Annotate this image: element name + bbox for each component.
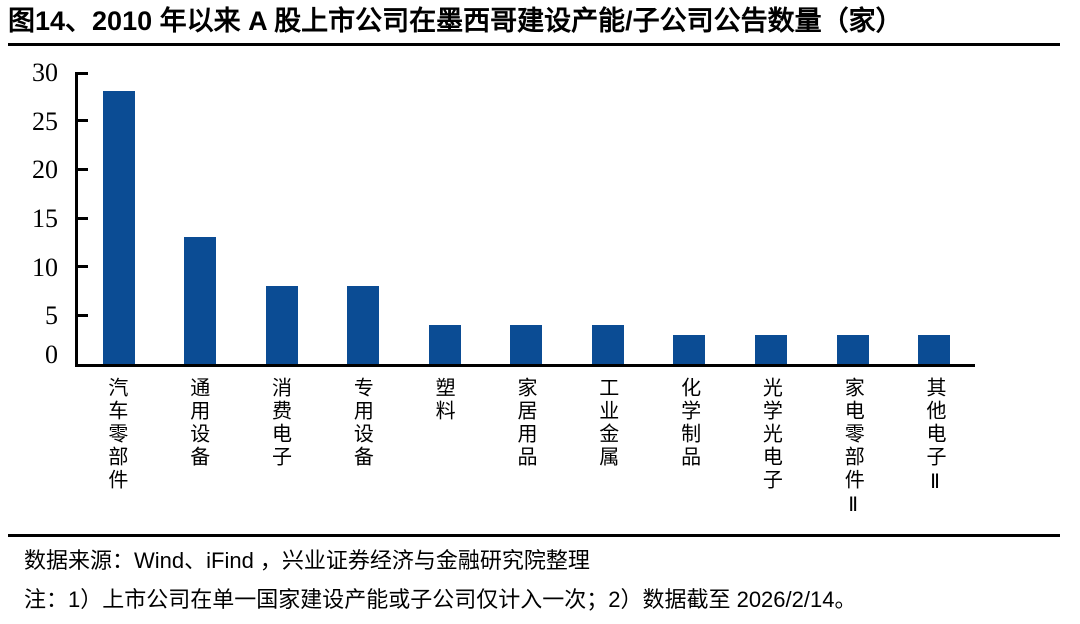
y-tick-label: 15 [32,204,58,233]
bar [510,325,543,364]
bar [836,334,869,364]
footer-divider [8,534,1060,537]
chart-title: 图14、2010 年以来 A 股上市公司在墨西哥建设产能/子公司公告数量（家） [8,6,903,36]
x-label-cell: 塑料 [402,377,484,527]
x-category-label: 通用设备 [186,377,209,469]
x-label-cell: 汽车零部件 [75,377,157,527]
x-category-label: 化学制品 [677,377,700,469]
bar [591,325,624,364]
x-category-label: 其他电子Ⅱ [923,377,946,496]
title-divider [8,43,1060,46]
y-tick-label: 30 [32,58,58,87]
footnote-text: 注：1）上市公司在单一国家建设产能或子公司仅计入一次；2）数据截至 2026/2… [24,587,857,612]
x-category-label: 消费电子 [268,377,291,469]
bar [755,334,788,364]
bar [918,334,951,364]
y-tick-label: 10 [32,252,58,282]
x-label-cell: 家电零部件Ⅱ [811,377,893,527]
bar-chart-plot-area [75,72,975,367]
x-label-cell: 光学光电子 [730,377,812,527]
x-label-cell: 消费电子 [239,377,321,527]
y-tick-label: 20 [32,155,58,185]
y-tick-label: 0 [45,340,58,369]
x-label-cell: 专用设备 [320,377,402,527]
data-source-text: 数据来源：Wind、iFind ，兴业证券经济与金融研究院整理 [24,548,590,573]
x-label-cell: 其他电子Ⅱ [893,377,975,527]
bar [102,91,135,364]
x-label-cell: 通用设备 [157,377,239,527]
bar [347,286,380,364]
bar [184,237,217,364]
bars [78,72,975,364]
x-axis-labels: 汽车零部件 通用设备 消费电子 专用设备 塑料 家居用品 工业金属 化学制品 光学光电子 家电零部… [75,377,975,527]
x-category-label: 专用设备 [350,377,373,469]
y-axis-labels: 0 5 10 15 20 25 30 [0,60,58,368]
x-category-label: 汽车零部件 [104,377,127,492]
x-category-label: 光学光电子 [759,377,782,492]
x-label-cell: 工业金属 [566,377,648,527]
x-category-label: 工业金属 [595,377,618,469]
x-category-label: 塑料 [432,377,455,423]
bar [673,334,706,364]
x-category-label: 家电零部件Ⅱ [841,377,864,519]
x-label-cell: 家居用品 [484,377,566,527]
bar [265,286,298,364]
x-label-cell: 化学制品 [648,377,730,527]
y-tick-label: 5 [45,301,58,331]
x-category-label: 家居用品 [513,377,536,469]
bar [428,325,461,364]
y-tick-label: 25 [32,106,58,136]
